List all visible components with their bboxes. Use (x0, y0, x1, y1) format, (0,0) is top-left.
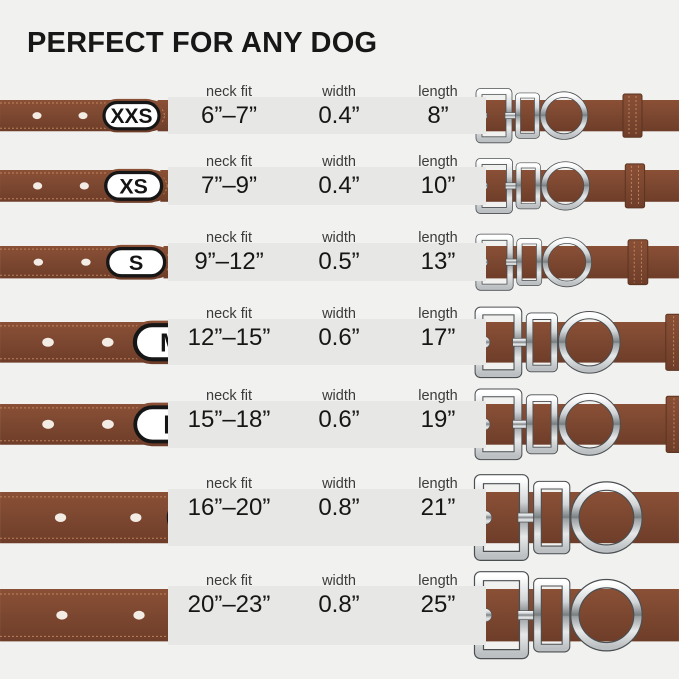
svg-text:XXS: XXS (111, 105, 153, 128)
svg-text:XS: XS (119, 175, 147, 199)
svg-text:S: S (129, 250, 143, 275)
